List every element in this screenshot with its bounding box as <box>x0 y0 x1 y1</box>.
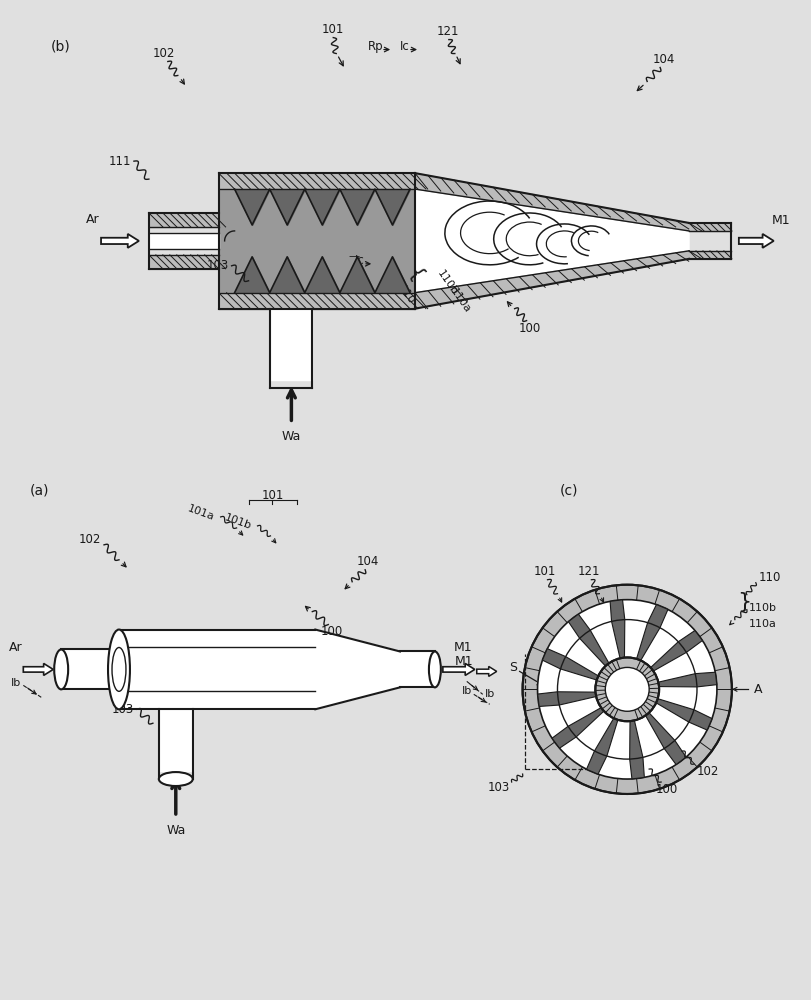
Text: 104: 104 <box>653 53 676 66</box>
Text: (b): (b) <box>51 40 71 54</box>
Text: 103: 103 <box>112 703 134 716</box>
Polygon shape <box>656 699 712 730</box>
Polygon shape <box>586 718 618 774</box>
Ellipse shape <box>54 649 68 689</box>
Text: 110b: 110b <box>749 603 777 613</box>
Text: 103: 103 <box>206 259 229 272</box>
Polygon shape <box>477 666 496 676</box>
Polygon shape <box>637 605 668 660</box>
Text: }: } <box>736 592 751 612</box>
Polygon shape <box>646 713 686 765</box>
Text: 121: 121 <box>436 25 459 38</box>
Text: 103: 103 <box>487 781 509 794</box>
Text: {: { <box>404 264 427 285</box>
Polygon shape <box>569 614 609 666</box>
Circle shape <box>522 585 732 794</box>
Text: Ib: Ib <box>11 678 21 688</box>
Polygon shape <box>659 672 717 687</box>
Polygon shape <box>415 173 689 231</box>
Text: Ib: Ib <box>461 686 472 696</box>
Polygon shape <box>543 649 599 680</box>
Polygon shape <box>739 234 774 248</box>
Circle shape <box>538 600 717 779</box>
Text: 100: 100 <box>321 625 343 638</box>
Text: 100: 100 <box>656 783 678 796</box>
Text: 110a: 110a <box>448 286 472 315</box>
Ellipse shape <box>112 647 126 691</box>
Text: 100: 100 <box>518 322 541 335</box>
Text: 104: 104 <box>357 555 380 568</box>
Text: Wa: Wa <box>166 824 186 837</box>
Polygon shape <box>538 692 596 706</box>
Text: 121: 121 <box>578 565 601 578</box>
Text: M1: M1 <box>771 214 790 227</box>
Text: —: — <box>348 251 359 261</box>
Text: M1: M1 <box>455 655 474 668</box>
Circle shape <box>595 657 659 721</box>
Text: (c): (c) <box>560 483 579 497</box>
Text: 110: 110 <box>759 571 781 584</box>
Polygon shape <box>24 663 54 675</box>
Text: Ic: Ic <box>400 40 410 53</box>
Text: Ic: Ic <box>355 254 365 267</box>
Text: 101: 101 <box>322 23 345 36</box>
Text: A: A <box>753 683 762 696</box>
Ellipse shape <box>108 630 130 709</box>
Text: 101: 101 <box>534 565 556 578</box>
Text: Rp: Rp <box>368 40 384 53</box>
Polygon shape <box>315 630 400 709</box>
Text: M1: M1 <box>453 641 472 654</box>
Ellipse shape <box>159 772 193 786</box>
Text: 110b: 110b <box>435 268 459 297</box>
Polygon shape <box>552 708 604 748</box>
Text: 110a: 110a <box>749 619 777 629</box>
Polygon shape <box>415 251 689 309</box>
Text: 111: 111 <box>109 155 131 168</box>
Polygon shape <box>415 189 689 293</box>
Text: 102: 102 <box>697 765 719 778</box>
Text: Wa: Wa <box>281 430 301 443</box>
Text: Ar: Ar <box>9 641 22 654</box>
Circle shape <box>605 667 649 711</box>
Text: 101: 101 <box>261 489 284 502</box>
Polygon shape <box>101 234 139 248</box>
Text: 102: 102 <box>152 47 175 60</box>
Polygon shape <box>443 663 474 675</box>
Polygon shape <box>610 600 624 658</box>
Polygon shape <box>629 720 645 779</box>
Text: S: S <box>508 661 517 674</box>
Ellipse shape <box>429 651 441 687</box>
Text: 102: 102 <box>79 533 101 546</box>
Text: 101a: 101a <box>186 503 216 522</box>
Text: Ib: Ib <box>485 689 495 699</box>
Text: Ar: Ar <box>86 213 100 226</box>
Polygon shape <box>650 631 702 671</box>
Text: 110: 110 <box>396 283 416 306</box>
Text: 101b: 101b <box>223 512 252 531</box>
Text: (a): (a) <box>29 483 49 497</box>
